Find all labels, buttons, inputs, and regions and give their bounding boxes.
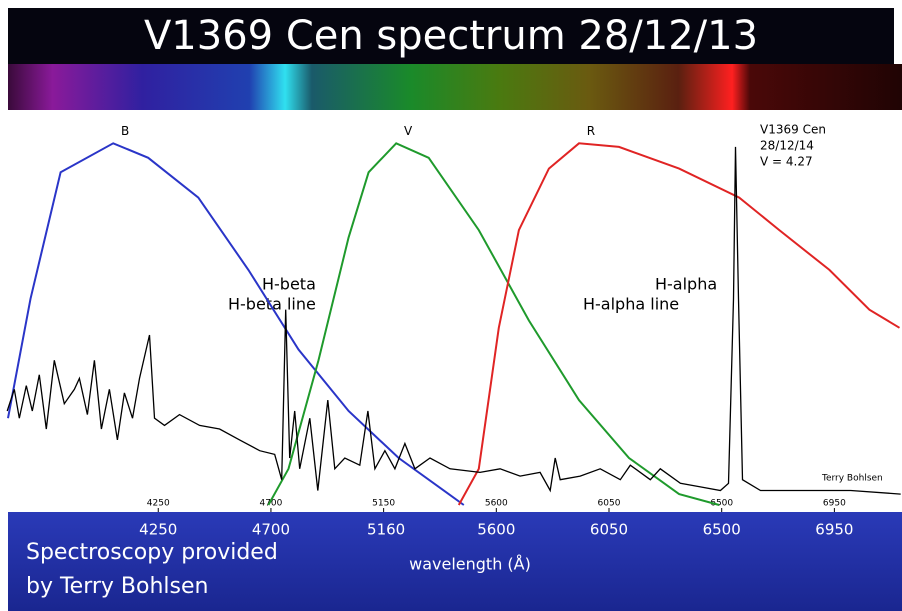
x-tick-label: 5600 bbox=[477, 521, 515, 539]
x-tick-label: 5150 bbox=[372, 499, 395, 509]
series-line bbox=[268, 143, 719, 505]
x-tick-label: 6950 bbox=[815, 521, 853, 539]
x-tick-label: 6050 bbox=[598, 499, 621, 509]
annotation: V = 4.27 bbox=[760, 155, 813, 169]
annotation: V1369 Cen bbox=[760, 123, 826, 137]
series-line bbox=[8, 143, 464, 505]
annotation: 28/12/14 bbox=[760, 139, 814, 153]
annotation: Terry Bohlsen bbox=[821, 474, 883, 484]
series-line bbox=[459, 143, 900, 505]
x-axis-label: wavelength (Å) bbox=[409, 555, 531, 574]
slide: V1369 Cen spectrum 28/12/13 Spectroscopy… bbox=[0, 0, 902, 611]
annotation: H-alpha line bbox=[583, 295, 679, 314]
chart: V1369 Cen spectrum 28/12/13 Spectroscopy… bbox=[0, 0, 902, 611]
annotation: H-beta bbox=[262, 275, 316, 294]
series-label: B bbox=[121, 124, 129, 138]
x-tick-label: 4250 bbox=[147, 499, 170, 509]
x-tick-label: 5160 bbox=[367, 521, 405, 539]
x-tick-label: 4250 bbox=[139, 521, 177, 539]
x-tick-label: 5600 bbox=[485, 499, 508, 509]
spectrum-strip bbox=[8, 64, 902, 110]
x-tick-label: 6950 bbox=[823, 499, 846, 509]
annotation: H-alpha bbox=[655, 275, 717, 294]
series-label: R bbox=[587, 124, 595, 138]
slide-title: V1369 Cen spectrum 28/12/13 bbox=[144, 13, 758, 59]
series-line bbox=[7, 147, 901, 494]
credit: by Terry Bohlsen bbox=[26, 574, 208, 599]
series-label: V bbox=[404, 124, 413, 138]
x-tick-label: 6050 bbox=[590, 521, 628, 539]
x-tick-label: 6500 bbox=[703, 521, 741, 539]
x-tick-label: 4700 bbox=[252, 521, 290, 539]
credit: Spectroscopy provided bbox=[26, 540, 278, 565]
annotation: H-beta line bbox=[228, 295, 316, 314]
